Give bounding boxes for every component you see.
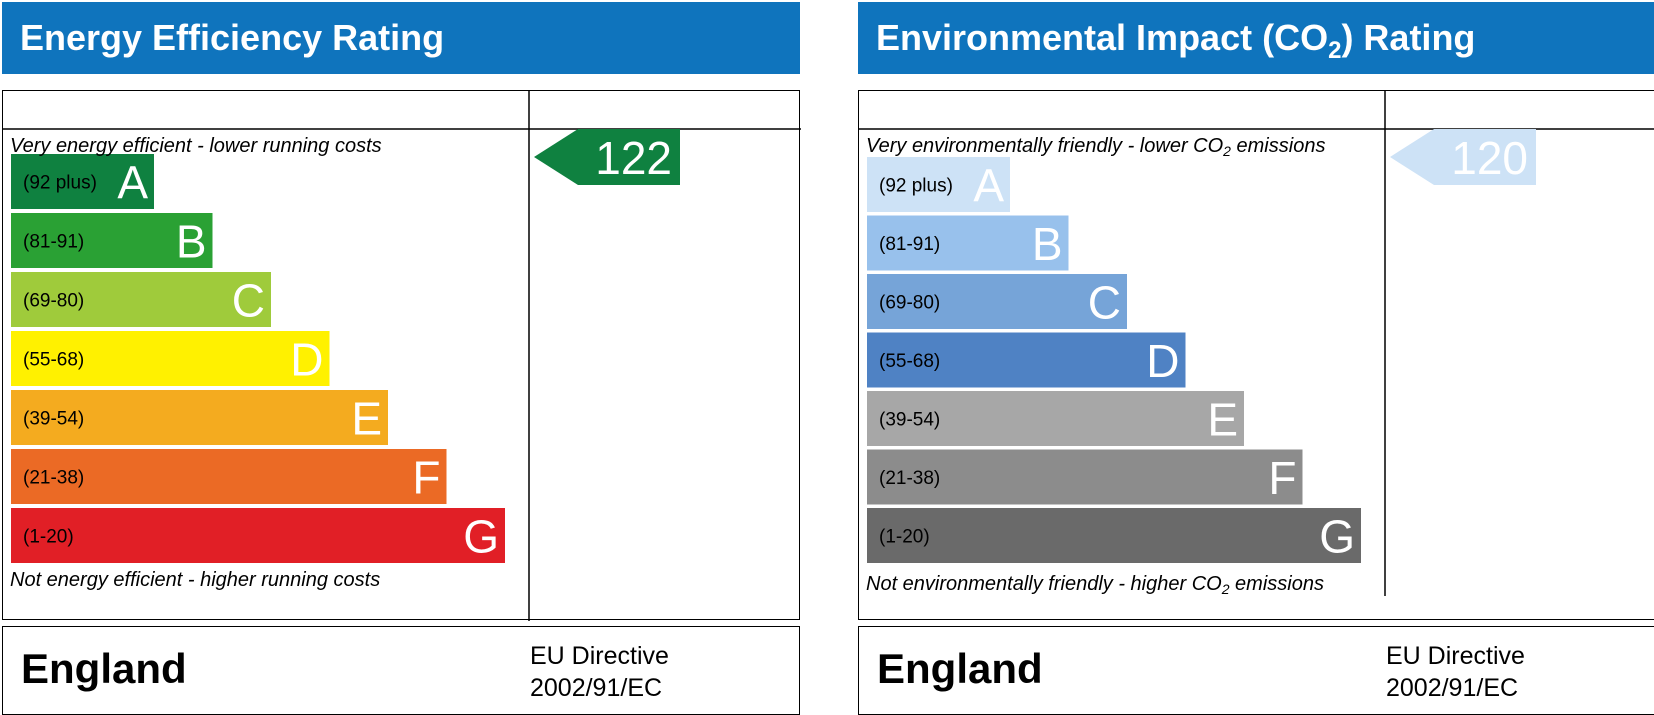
band-range-a: (92 plus) bbox=[879, 176, 953, 197]
environmental-impact-title: Environmental Impact (CO2) Rating bbox=[876, 17, 1476, 64]
band-range-c: (69-80) bbox=[23, 291, 84, 312]
band-letter-f: F bbox=[1268, 452, 1296, 504]
band-g: (1-20) G bbox=[867, 508, 1361, 563]
band-b: (81-91) B bbox=[867, 215, 1069, 271]
current-rating-arrow: 122 bbox=[534, 129, 680, 185]
band-range-b: (81-91) bbox=[23, 232, 84, 253]
environmental-impact-panel: Environmental Impact (CO2) Rating (92 pl… bbox=[858, 0, 1654, 715]
band-bar-b bbox=[867, 215, 1069, 271]
band-bar-d bbox=[867, 332, 1186, 388]
band-bar-d bbox=[11, 331, 330, 386]
band-letter-d: D bbox=[1146, 335, 1179, 387]
band-range-f: (21-38) bbox=[23, 468, 84, 489]
bottom-note: Not environmentally friendly - higher CO… bbox=[866, 573, 1324, 597]
band-f: (21-38) F bbox=[11, 449, 447, 504]
energy-efficiency-title: Energy Efficiency Rating bbox=[20, 17, 445, 58]
directive-line-2: 2002/91/EC bbox=[530, 674, 663, 702]
energy-efficiency-header: Energy Efficiency Rating bbox=[2, 2, 800, 74]
band-bar-a bbox=[11, 154, 154, 209]
band-range-b: (81-91) bbox=[879, 234, 940, 255]
band-range-g: (1-20) bbox=[879, 527, 930, 548]
band-bar-f bbox=[867, 449, 1303, 505]
current-rating-arrow: 120 bbox=[1390, 129, 1536, 185]
band-range-e: (39-54) bbox=[23, 409, 84, 430]
band-letter-e: E bbox=[1207, 394, 1238, 446]
band-c: (69-80) C bbox=[11, 272, 271, 327]
eu-directive: EU Directive 2002/91/EC bbox=[1386, 640, 1525, 704]
energy-efficiency-bars: (92 plus) A(81-91) B(69-80) C(55-68) D(39-54… bbox=[3, 91, 801, 621]
band-d: (55-68) D bbox=[867, 332, 1186, 388]
band-range-g: (1-20) bbox=[23, 527, 74, 548]
band-a: (92 plus) A bbox=[867, 157, 1010, 212]
band-bar-e bbox=[11, 390, 388, 445]
band-letter-a: A bbox=[973, 160, 1004, 212]
band-bar-f bbox=[11, 449, 447, 504]
band-range-a: (92 plus) bbox=[23, 173, 97, 194]
band-bar-a bbox=[867, 157, 1010, 212]
band-bar-c bbox=[867, 274, 1127, 329]
country-label: England bbox=[21, 645, 187, 692]
directive-line-2: 2002/91/EC bbox=[1386, 674, 1519, 702]
band-letter-g: G bbox=[1319, 511, 1355, 563]
band-bar-e bbox=[867, 391, 1244, 446]
eu-directive: EU Directive 2002/91/EC bbox=[530, 640, 669, 704]
band-c: (69-80) C bbox=[867, 274, 1127, 329]
top-note: Very environmentally friendly - lower CO… bbox=[866, 135, 1326, 159]
band-letter-a: A bbox=[117, 157, 148, 209]
bottom-note: Not energy efficient - higher running co… bbox=[10, 569, 381, 591]
band-letter-d: D bbox=[290, 334, 323, 386]
environmental-impact-chart: (92 plus) A (81-91) B (69-80) C (55-68) D (39-54… bbox=[858, 90, 1654, 620]
band-range-d: (55-68) bbox=[23, 350, 84, 371]
band-letter-e: E bbox=[351, 393, 382, 445]
rating-arrow-shape bbox=[1390, 129, 1536, 185]
directive-line-1: EU Directive bbox=[530, 642, 669, 670]
band-e: (39-54) E bbox=[867, 391, 1244, 446]
band-a: (92 plus) A bbox=[11, 154, 154, 209]
energy-efficiency-footer: England EU Directive 2002/91/EC bbox=[2, 626, 800, 715]
environmental-impact-footer: England EU Directive 2002/91/EC bbox=[858, 626, 1654, 715]
band-range-c: (69-80) bbox=[879, 293, 940, 314]
band-range-e: (39-54) bbox=[879, 410, 940, 431]
rating-value: 122 bbox=[595, 132, 672, 184]
band-e: (39-54) E bbox=[11, 390, 388, 445]
environmental-impact-bars: (92 plus) A(81-91) B(69-80) C(55-68) D(39-54… bbox=[859, 91, 1654, 596]
band-letter-c: C bbox=[1088, 277, 1121, 329]
band-letter-b: B bbox=[176, 216, 207, 268]
band-range-d: (55-68) bbox=[879, 351, 940, 372]
band-bar-g bbox=[11, 508, 505, 563]
top-note: Very energy efficient - lower running co… bbox=[10, 135, 382, 157]
band-f: (21-38) F bbox=[867, 449, 1303, 505]
energy-efficiency-chart: (92 plus) A (81-91) B (69-80) C (55-68) D (39-54… bbox=[2, 90, 801, 621]
band-letter-b: B bbox=[1032, 218, 1063, 270]
band-d: (55-68) D bbox=[11, 331, 330, 386]
directive-line-1: EU Directive bbox=[1386, 642, 1525, 670]
band-b: (81-91) B bbox=[11, 213, 213, 268]
band-bar-b bbox=[11, 213, 213, 268]
band-bar-c bbox=[11, 272, 271, 327]
environmental-impact-header: Environmental Impact (CO2) Rating bbox=[858, 2, 1654, 74]
band-bar-g bbox=[867, 508, 1361, 563]
band-letter-f: F bbox=[412, 452, 440, 504]
band-letter-c: C bbox=[232, 275, 265, 327]
rating-value: 120 bbox=[1451, 132, 1528, 184]
energy-efficiency-panel: Energy Efficiency Rating (92 plus) A (81-9… bbox=[2, 0, 801, 715]
country-label: England bbox=[877, 645, 1043, 692]
rating-arrow-shape bbox=[534, 129, 680, 185]
band-range-f: (21-38) bbox=[879, 468, 940, 489]
band-letter-g: G bbox=[463, 511, 499, 563]
band-g: (1-20) G bbox=[11, 508, 505, 563]
